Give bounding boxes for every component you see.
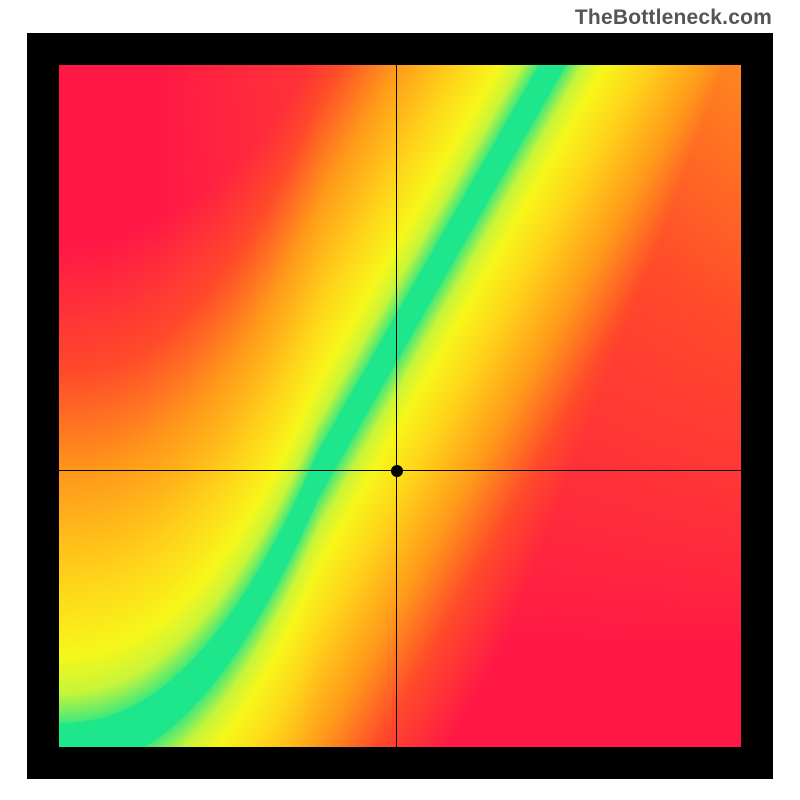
heatmap-plot	[59, 65, 741, 747]
attribution-text: TheBottleneck.com	[575, 6, 772, 30]
crosshair-marker	[391, 465, 403, 477]
crosshair-vertical	[396, 65, 397, 747]
chart-container: TheBottleneck.com	[0, 0, 800, 800]
